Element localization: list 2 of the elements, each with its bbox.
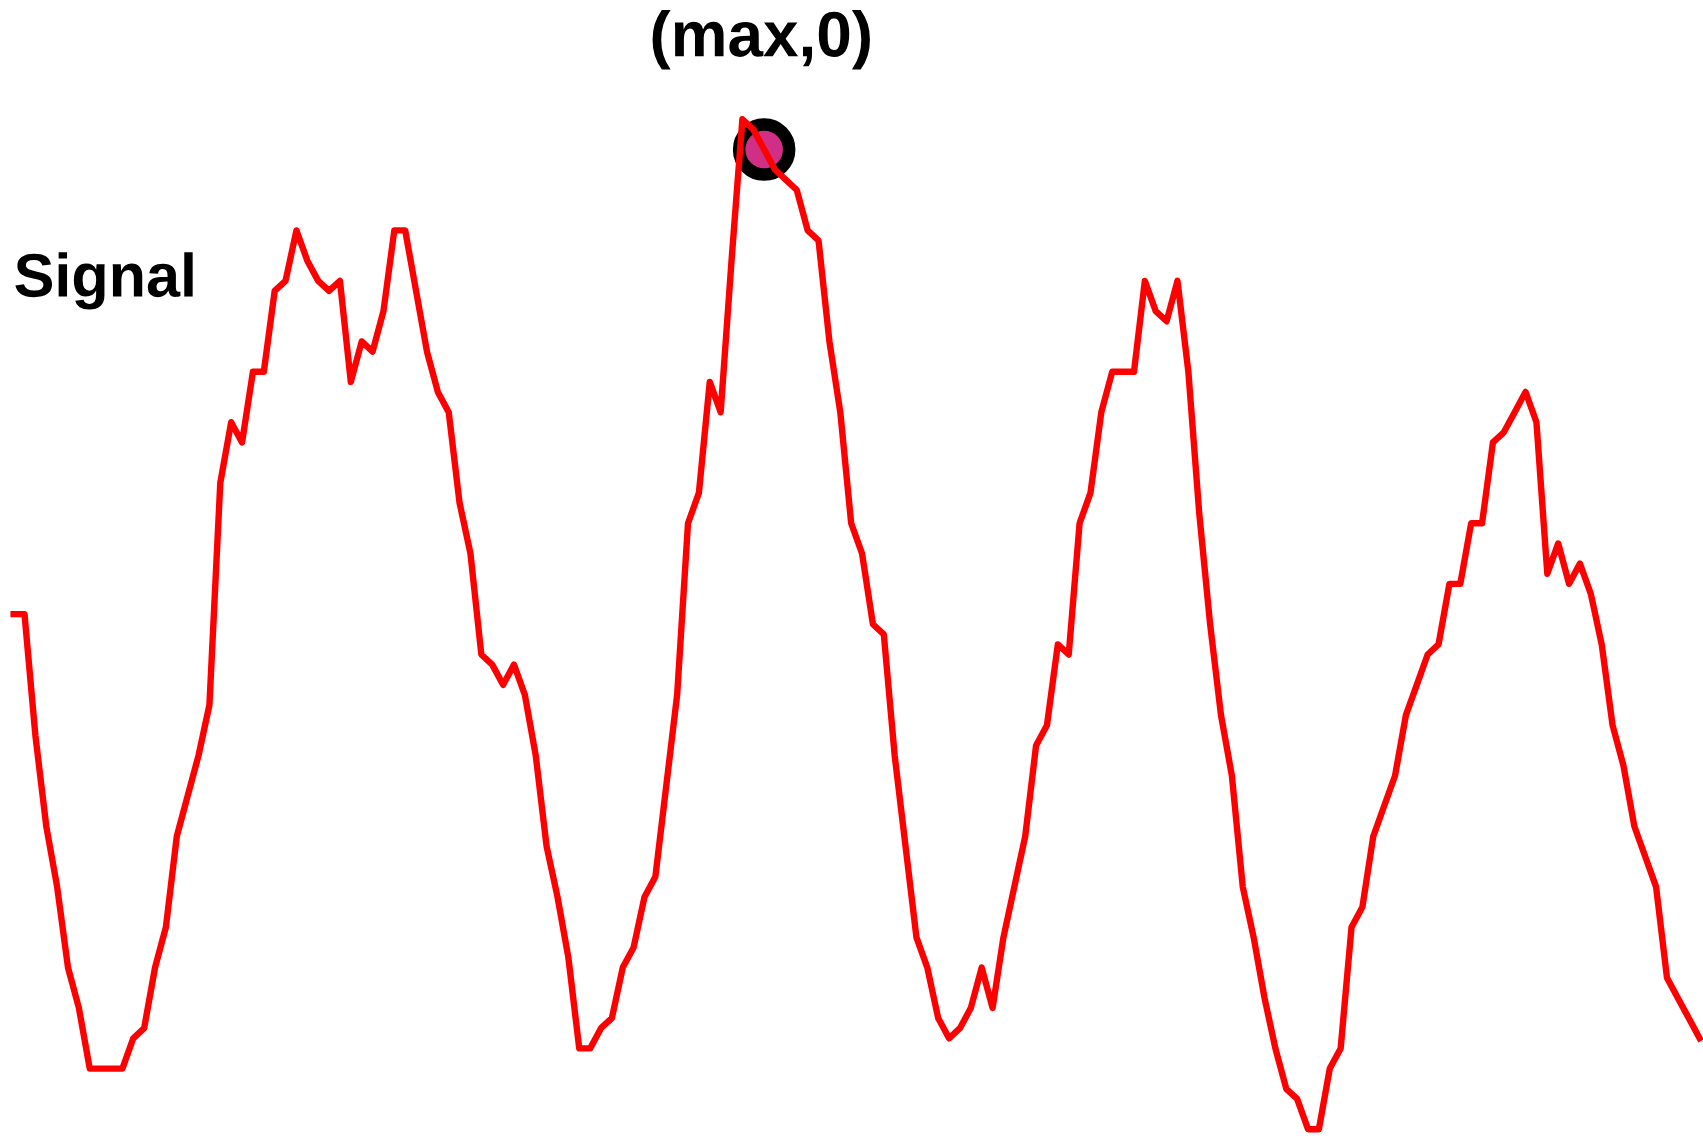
text: (max,0) xyxy=(652,9,870,70)
series-label: Signal xyxy=(15,252,193,310)
